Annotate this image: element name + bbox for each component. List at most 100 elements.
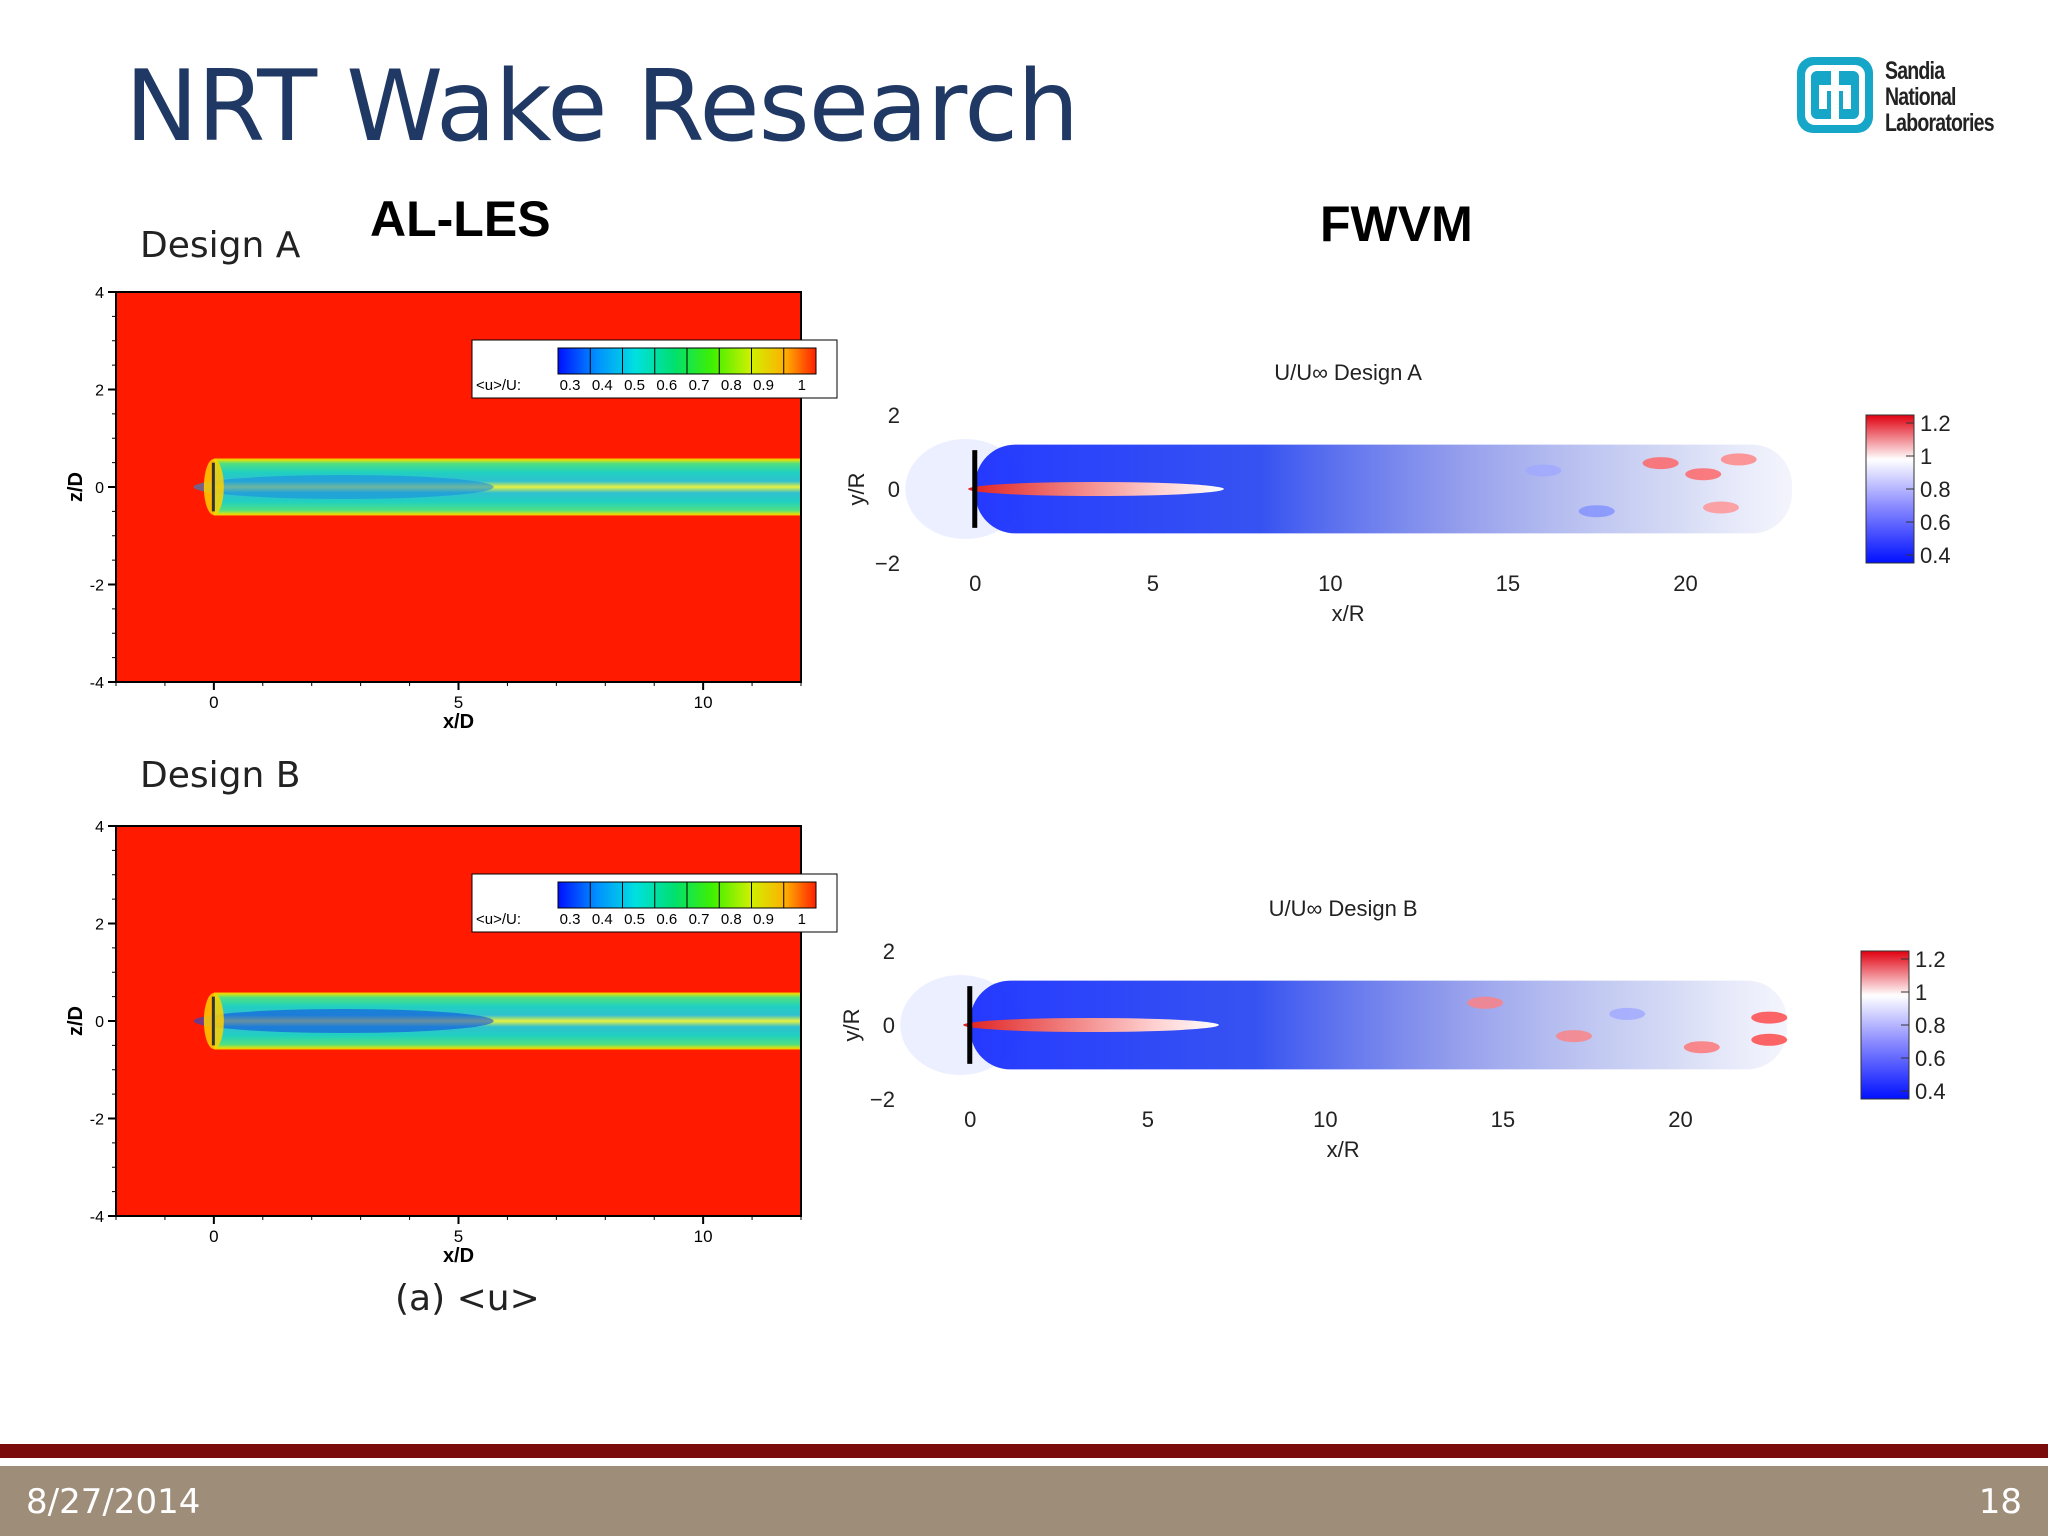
colorbar-tick-label: 0.8 [1915,1013,1946,1038]
colorbar-tick-label: 0.7 [689,911,710,928]
x-tick-label: 0 [964,1107,976,1132]
y-tick-label: −2 [875,551,900,576]
x-tick-label: 0 [969,571,981,596]
colorbar-tick-label: 0.9 [753,377,774,394]
panel-label-design-a: Design A [140,225,301,266]
footer-stripe [0,1444,2048,1458]
y-tick-label: 2 [95,917,104,934]
x-axis-label: x/D [443,711,474,733]
colorbar-tick-label: 0.8 [721,377,742,394]
x-axis-label: x/D [443,1245,474,1267]
wake-core [193,1009,494,1033]
colorbar-tick-label: 0.9 [753,911,774,928]
colorbar-tick-label: 1 [1920,444,1932,469]
wake-blob [1525,464,1562,477]
colorbar-tick-label: 0.4 [592,911,613,928]
colorbar-tick-label: 1 [798,911,806,928]
y-tick-label: 0 [95,1014,104,1031]
rotor-line [211,996,215,1046]
slide-title: NRT Wake Research [125,50,1079,164]
x-tick-label: 10 [694,693,713,712]
x-tick-label: 5 [1147,571,1159,596]
wake-blob [1467,996,1504,1009]
y-tick-label: -4 [90,675,104,692]
colorbar-tick-label: 0.8 [721,911,742,928]
rotor-bar [967,986,973,1064]
x-axis-label: x/R [1332,601,1365,626]
al-les-design-a-chart: 4 2 0 -2 -4 0 5 10 x/D z/D <u>/U: 0.3 0.4 0.5 0.6 0.7 0.… [65,285,838,733]
logo-text: Sandia National Laboratories [1885,57,1995,137]
x-tick-label: 15 [1491,1107,1515,1132]
colorbar-tick-label: 1.2 [1920,411,1951,436]
figure-caption: (a) <u> [395,1278,540,1319]
wake-blob [1685,468,1722,481]
colorbar-label: <u>/U: [476,377,521,394]
footer-bar [0,1466,2048,1536]
colorbar-tick-label: 0.6 [656,911,677,928]
colorbar-tick-label: 0.3 [560,911,581,928]
fwvm-design-b-chart: U/U∞ Design B20−2y/R0 5 10 15 20x/R1.210.80.… [839,896,1946,1162]
wake-blob [1609,1007,1646,1020]
y-tick-label: -4 [90,1209,104,1226]
wake-core [193,475,494,499]
wake-blob [1555,1030,1592,1043]
colorbar-tick-label: 0.8 [1920,477,1951,502]
colorbar-tick-label: 0.5 [624,911,645,928]
y-tick-label: -2 [90,1112,104,1129]
colorbar [1865,414,1915,564]
y-axis-label: z/D [65,472,87,502]
wake-blob [1578,505,1615,518]
y-tick-label: 0 [883,1013,895,1038]
y-tick-label: -2 [90,578,104,595]
footer-date: 8/27/2014 [26,1482,201,1522]
wake-blob [1683,1041,1720,1054]
chart-title: U/U∞ Design B [1269,896,1418,921]
colorbar-tick-label: 0.4 [592,377,613,394]
x-tick-label: 10 [694,1227,713,1246]
x-tick-label: 0 [209,1227,218,1246]
x-tick-label: 20 [1668,1107,1692,1132]
y-tick-label: 0 [95,480,104,497]
wake-blob [1751,1033,1788,1046]
colorbar-tick-label: 0.3 [560,377,581,394]
wake-region [970,980,1787,1070]
colorbar-label: <u>/U: [476,911,521,928]
colorbar-tick-label: 0.6 [1920,510,1951,535]
colorbar-tick-label: 0.4 [1915,1079,1946,1104]
y-tick-label: 0 [888,477,900,502]
y-tick-label: 4 [95,285,104,302]
y-tick-label: 2 [95,383,104,400]
x-axis-label: x/R [1327,1137,1360,1162]
y-axis-label: y/R [844,473,869,506]
x-tick-label: 20 [1673,571,1697,596]
colorbar-tick-label: 1.2 [1915,947,1946,972]
colorbar-tick-label: 0.4 [1920,543,1951,568]
wake-centerline [968,482,1224,496]
rotor-bar [972,450,978,528]
colorbar-tick-label: 0.5 [624,377,645,394]
rotor-line [211,462,215,512]
y-tick-label: 4 [95,819,104,836]
panel-label-design-b: Design B [140,755,301,796]
y-axis-label: z/D [65,1006,87,1036]
footer-gap [0,1458,2048,1466]
colorbar-tick-label: 0.6 [1915,1046,1946,1071]
colorbar-tick-label: 0.6 [656,377,677,394]
y-tick-label: 2 [883,939,895,964]
wake-blob [1702,501,1739,514]
wake-blob [1751,1011,1788,1024]
colorbar-tick-label: 0.7 [689,377,710,394]
sandia-logo-icon [1797,57,1873,133]
section-heading-fwvm: FWVM [1320,196,1473,252]
x-tick-label: 5 [454,1227,463,1246]
x-tick-label: 5 [454,693,463,712]
colorbar-tick-label: 1 [1915,980,1927,1005]
x-tick-label: 10 [1318,571,1342,596]
x-tick-label: 15 [1496,571,1520,596]
x-tick-label: 5 [1142,1107,1154,1132]
x-tick-label: 10 [1313,1107,1337,1132]
x-tick-label: 0 [209,693,218,712]
colorbar-tick-label: 1 [798,377,806,394]
wake-centerline [963,1018,1219,1032]
y-tick-label: 2 [888,403,900,428]
